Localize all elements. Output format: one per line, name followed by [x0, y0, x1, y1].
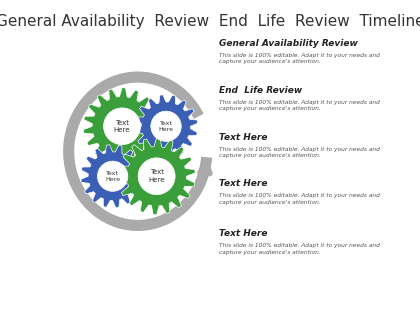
Text: General Availability  Review  End  Life  Review  Timeline: General Availability Review End Life Rev…	[0, 14, 420, 29]
Text: Text
Here: Text Here	[114, 119, 130, 133]
Polygon shape	[81, 145, 144, 208]
Text: This slide is 100% editable. Adapt it to your needs and
capture your audience's : This slide is 100% editable. Adapt it to…	[219, 100, 380, 111]
Text: This slide is 100% editable. Adapt it to your needs and
capture your audience's : This slide is 100% editable. Adapt it to…	[219, 53, 380, 64]
Text: Text Here: Text Here	[219, 179, 268, 188]
Text: General Availability Review: General Availability Review	[219, 39, 358, 48]
Circle shape	[104, 108, 141, 145]
Circle shape	[138, 158, 175, 195]
Text: Text
Here: Text Here	[148, 169, 165, 183]
Circle shape	[151, 111, 181, 141]
Polygon shape	[84, 88, 161, 165]
Circle shape	[97, 161, 128, 191]
Text: This slide is 100% editable. Adapt it to your needs and
capture your audience's : This slide is 100% editable. Adapt it to…	[219, 243, 380, 255]
Text: Text Here: Text Here	[219, 133, 268, 141]
Text: This slide is 100% editable. Adapt it to your needs and
capture your audience's : This slide is 100% editable. Adapt it to…	[219, 146, 380, 158]
Text: End  Life Review: End Life Review	[219, 86, 303, 95]
Text: Text Here: Text Here	[219, 229, 268, 238]
Polygon shape	[134, 95, 198, 158]
Text: Text
Here: Text Here	[105, 171, 120, 182]
Text: This slide is 100% editable. Adapt it to your needs and
capture your audience's : This slide is 100% editable. Adapt it to…	[219, 193, 380, 205]
Text: Text
Here: Text Here	[158, 121, 173, 132]
Polygon shape	[118, 138, 195, 215]
